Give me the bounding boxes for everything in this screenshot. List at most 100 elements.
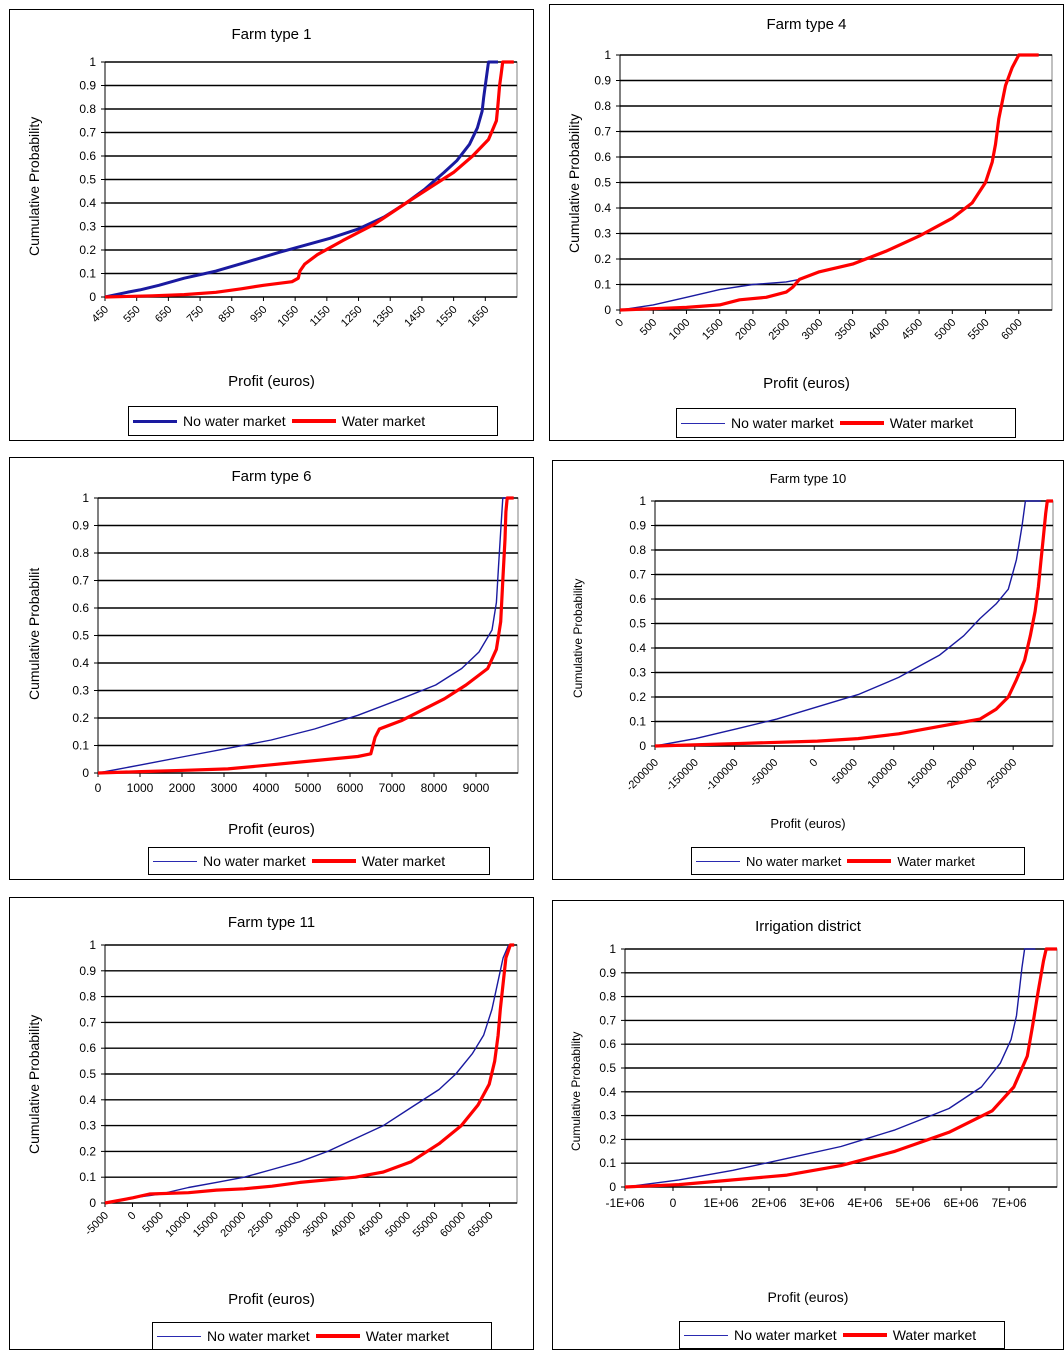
legend-swatch-market xyxy=(311,859,356,863)
x-tick-label: 2E+06 xyxy=(751,1196,786,1210)
y-tick-label: 0.6 xyxy=(72,601,89,615)
x-tick-label: 2500 xyxy=(766,317,792,343)
x-tick-label: 1150 xyxy=(308,304,333,329)
chart-title: Farm type 10 xyxy=(769,471,847,486)
series-line-no-water-market xyxy=(624,948,1036,1188)
y-tick-label: 0.8 xyxy=(79,990,96,1004)
x-tick-label: 50000 xyxy=(830,757,860,787)
y-tick-label: 0.2 xyxy=(79,1144,96,1158)
legend-swatch-no-market xyxy=(696,860,740,862)
y-tick-label: 0.2 xyxy=(594,252,611,266)
legend-swatch-market xyxy=(847,859,892,863)
x-axis-label: Profit (euros) xyxy=(228,821,315,838)
y-tick-label: 0.7 xyxy=(79,126,96,140)
x-tick-label: 4000 xyxy=(866,317,892,343)
x-tick-label: 3000 xyxy=(211,781,238,795)
x-tick-label: -50000 xyxy=(748,757,781,790)
legend-swatch-market xyxy=(842,1333,887,1337)
y-tick-label: 0.4 xyxy=(72,656,89,670)
x-tick-label: 950 xyxy=(248,304,269,325)
x-tick-label: 0 xyxy=(126,1210,139,1223)
y-tick-label: 0.8 xyxy=(629,543,646,557)
series-line-no-water-market xyxy=(104,944,510,1204)
x-tick-label: 20000 xyxy=(218,1210,248,1240)
x-axis-label: Profit (euros) xyxy=(763,375,850,392)
legend: No water market Water market xyxy=(679,1321,1005,1349)
y-tick-label: 0.5 xyxy=(79,1067,96,1081)
y-tick-label: 0.1 xyxy=(599,1156,616,1170)
x-tick-label: -150000 xyxy=(664,757,701,794)
y-tick-label: 0.5 xyxy=(599,1061,616,1075)
legend: No water market Water market xyxy=(691,847,1025,875)
legend: No water market Water market xyxy=(148,847,490,875)
legend: No water market Water market xyxy=(128,406,498,436)
x-tick-label: 4E+06 xyxy=(847,1196,882,1210)
x-tick-label: 1650 xyxy=(466,304,492,330)
x-tick-label: 0 xyxy=(808,757,821,770)
legend-swatch-market xyxy=(291,419,336,423)
legend-label-no-market: No water market xyxy=(207,1328,310,1344)
y-tick-label: 0.9 xyxy=(629,519,646,533)
x-tick-label: -100000 xyxy=(704,757,741,794)
x-tick-label: 40000 xyxy=(328,1210,358,1240)
y-tick-label: 0.5 xyxy=(72,629,89,643)
legend-label-market: Water market xyxy=(365,1328,450,1344)
x-tick-label: 9000 xyxy=(463,781,490,795)
x-tick-label: 1000 xyxy=(127,781,154,795)
chart-plot: 00.10.20.30.40.50.60.70.80.91-5000 0 50001… xyxy=(79,938,518,1240)
legend-label-no-market: No water market xyxy=(731,415,834,431)
legend-label-no-market: No water market xyxy=(746,853,842,869)
series-line-water-market xyxy=(104,60,514,299)
x-tick-label: 4500 xyxy=(899,317,925,343)
legend-label-market: Water market xyxy=(889,415,974,431)
series-line-no-water-market xyxy=(654,500,1041,747)
x-tick-label: 25000 xyxy=(246,1210,276,1240)
y-tick-label: 0.9 xyxy=(72,519,89,533)
y-tick-label: 0.5 xyxy=(629,617,646,631)
y-tick-label: 0 xyxy=(82,766,89,780)
series-line-no-water-market xyxy=(619,278,800,311)
y-tick-label: 0.3 xyxy=(79,1119,96,1133)
x-axis-label: Profit (euros) xyxy=(767,1289,849,1305)
x-tick-label: 5000 xyxy=(933,317,959,343)
x-tick-label: 1450 xyxy=(402,304,428,330)
x-tick-label: 1550 xyxy=(434,304,460,330)
chart-title: Farm type 1 xyxy=(231,26,312,43)
legend-label-no-market: No water market xyxy=(183,413,286,429)
x-tick-label: 8000 xyxy=(421,781,448,795)
x-tick-label: 60000 xyxy=(438,1210,468,1240)
y-tick-label: 0.4 xyxy=(594,201,611,215)
y-tick-label: 0.3 xyxy=(599,1109,616,1123)
chart-title: Irrigation district xyxy=(755,918,861,935)
x-axis-label: Profit (euros) xyxy=(770,816,846,831)
y-tick-label: 0.7 xyxy=(79,1015,96,1029)
x-tick-label: 1E+06 xyxy=(703,1196,738,1210)
y-tick-label: 0.7 xyxy=(72,574,89,588)
y-tick-label: 0.7 xyxy=(594,125,611,139)
y-tick-label: 0.8 xyxy=(594,99,611,113)
series-line-no-water-market xyxy=(97,497,508,774)
y-tick-label: 0.2 xyxy=(79,243,96,257)
y-tick-label: 0.6 xyxy=(79,1041,96,1055)
x-tick-label: 250000 xyxy=(985,757,1019,791)
y-tick-label: 1 xyxy=(609,942,616,956)
y-tick-label: 0.9 xyxy=(79,79,96,93)
y-tick-label: 0.6 xyxy=(79,149,96,163)
y-tick-label: 0.7 xyxy=(629,568,646,582)
x-tick-label: 35000 xyxy=(301,1210,331,1240)
y-tick-label: 1 xyxy=(89,55,96,69)
legend-label-no-market: No water market xyxy=(734,1327,837,1343)
x-tick-label: 1000 xyxy=(667,317,693,343)
legend: No water market Water market xyxy=(152,1322,492,1350)
x-tick-label: 15000 xyxy=(191,1210,221,1240)
x-tick-label: 450 xyxy=(90,304,111,325)
chart-panel-farm-type-1: Farm type 1 Cumulative Probability 0 0.1 0… xyxy=(9,9,534,441)
chart-panel-irrigation-district: Irrigation district Cumulative Probabili… xyxy=(552,900,1064,1350)
series-line-water-market xyxy=(654,499,1053,748)
legend-swatch-no-market xyxy=(157,1335,201,1337)
y-tick-label: 0.8 xyxy=(599,990,616,1004)
y-tick-label: 0 xyxy=(639,739,646,753)
series-line-water-market xyxy=(104,943,515,1205)
x-tick-label: 5E+06 xyxy=(895,1196,930,1210)
